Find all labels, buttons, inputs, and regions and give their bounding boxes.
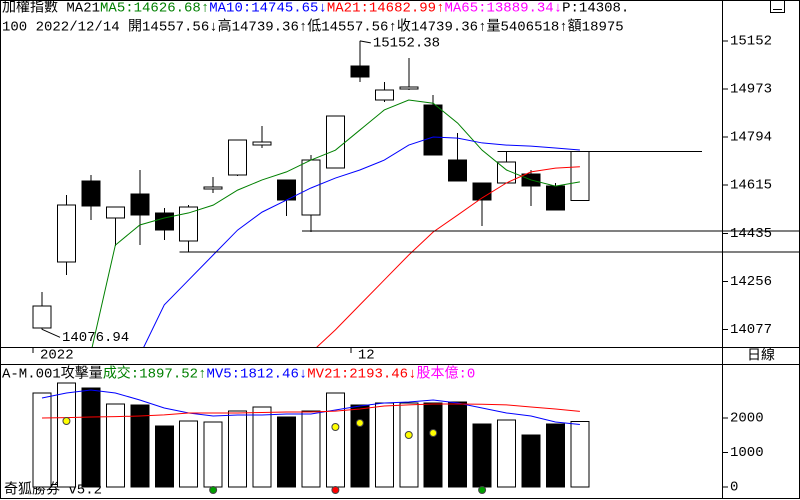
- candle-body: [399, 86, 419, 90]
- y-tick-label: 14256: [730, 274, 772, 290]
- x-tick-label: 12: [358, 348, 375, 364]
- plot-area: [32, 382, 590, 494]
- candle-body: [130, 193, 150, 216]
- candle-body: [203, 186, 223, 190]
- candle-body: [81, 180, 101, 207]
- candle-body: [252, 141, 272, 146]
- volume-bar: [399, 402, 419, 488]
- window-button[interactable]: [770, 0, 785, 13]
- y-tick-label: 15152: [730, 34, 772, 50]
- volume-bar: [374, 402, 394, 488]
- candle-body: [423, 104, 443, 156]
- header-text: 100 2022/12/14 開14557.56↓高14739.36↑低1455…: [2, 18, 624, 36]
- volume-bar: [252, 406, 272, 488]
- ma-line: [143, 136, 580, 347]
- signal-dot: [209, 485, 218, 494]
- mv-line: [41, 403, 580, 419]
- mv-line: [41, 389, 580, 425]
- annotation-leader: [41, 328, 61, 338]
- ma-line: [316, 166, 580, 347]
- volume-bar: [448, 401, 468, 488]
- signal-dot: [355, 418, 364, 427]
- candle-body: [545, 185, 565, 211]
- header-text: MA10:14745.65↓: [209, 1, 327, 17]
- header-text: 加權指數 MA21: [2, 0, 100, 17]
- candle-body: [228, 139, 248, 176]
- y-tick-label: 14973: [730, 82, 772, 98]
- volume-bar: [130, 404, 150, 488]
- volume-bar: [277, 416, 296, 488]
- y-tick-label: 14077: [730, 322, 772, 338]
- candle-body: [179, 206, 199, 242]
- candle-body: [472, 182, 492, 201]
- candle-body: [105, 206, 125, 219]
- header-text: MA65:13889.34↓: [444, 1, 562, 17]
- plot-area: [32, 40, 590, 347]
- candle-body: [56, 204, 76, 263]
- header-text: 成交:1897.52↑: [103, 365, 207, 383]
- volume-bar: [105, 403, 125, 488]
- header-text: MV5:1812.46↓: [206, 367, 307, 383]
- candle-body: [325, 115, 345, 169]
- x-tick-label: 2022: [40, 348, 74, 364]
- header-text: MV21:2193.46↓: [307, 367, 416, 383]
- annotation: 14076.94: [62, 330, 129, 346]
- header-text: 股本億:0: [416, 366, 475, 383]
- candle-body: [154, 212, 174, 231]
- signal-dot: [331, 485, 340, 494]
- header-text: A-M.001攻擊量: [2, 365, 103, 383]
- volume-bar: [325, 392, 345, 488]
- ma-line: [91, 99, 580, 347]
- signal-dot: [429, 429, 438, 438]
- y-tick-label: 1000: [730, 445, 764, 461]
- candle-body: [350, 65, 370, 78]
- volume-bar: [423, 402, 443, 488]
- volume-bar: [203, 421, 223, 488]
- signal-dot: [478, 485, 487, 494]
- volume-bar: [497, 419, 517, 488]
- volume-bar: [32, 392, 52, 488]
- period-label: 日線: [747, 348, 775, 365]
- volume-bar: [179, 420, 199, 488]
- volume-bar: [154, 425, 174, 488]
- header-text: P:14308.: [562, 1, 629, 17]
- y-tick-label: 0: [730, 480, 738, 496]
- volume-bar: [56, 382, 76, 488]
- annotation-leader: [359, 40, 371, 44]
- volume-bar: [570, 421, 590, 488]
- header-text: MA5:14626.68↑: [100, 1, 209, 17]
- signal-dot: [404, 431, 413, 440]
- signal-dot: [62, 416, 71, 425]
- candle-body: [32, 305, 52, 329]
- footer: 奇狐勝券 v5.2: [4, 481, 102, 499]
- header-text: MA21:14682.99↑: [327, 1, 445, 17]
- y-tick-label: 14435: [730, 226, 772, 242]
- candle-body: [570, 151, 590, 201]
- volume-bar: [472, 423, 492, 488]
- y-tick-label: 14615: [730, 178, 772, 194]
- volume-bar: [301, 410, 321, 488]
- annotation: 15152.38: [373, 36, 440, 52]
- volume-bar: [545, 423, 565, 488]
- volume-bar: [81, 387, 101, 488]
- y-tick-label: 14794: [730, 130, 772, 146]
- candle-body: [374, 89, 394, 101]
- signal-dot: [331, 422, 340, 431]
- candle-body: [448, 159, 468, 182]
- y-tick-label: 2000: [730, 411, 764, 427]
- volume-bar: [350, 404, 370, 488]
- volume-bar: [228, 410, 248, 488]
- volume-bar: [521, 434, 541, 488]
